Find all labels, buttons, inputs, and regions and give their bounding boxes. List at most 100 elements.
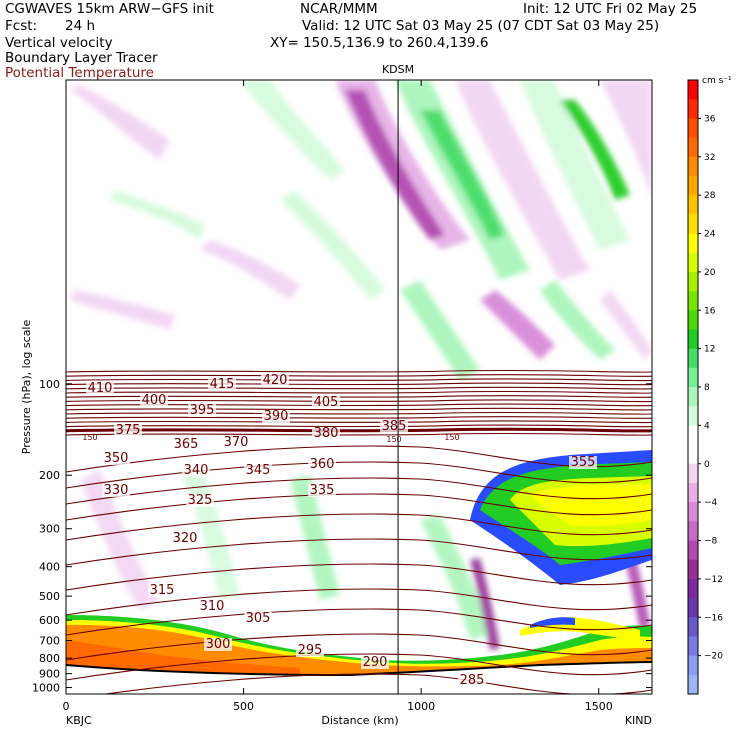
- contour-label-bg: [308, 458, 336, 471]
- contour-label-bg: [244, 464, 272, 477]
- contour-label-bg: [458, 674, 486, 687]
- theta-contour-label: 405: [314, 395, 339, 410]
- theta-contour: [66, 407, 652, 411]
- colorbar-swatch: [688, 214, 698, 234]
- contour-label-bg: [198, 600, 226, 613]
- sinking-region: [600, 80, 652, 200]
- fcst-value: 24 h: [65, 18, 96, 34]
- colorbar-swatch: [688, 598, 698, 618]
- rising-region: [280, 190, 385, 300]
- theta-contour-label: 400: [142, 393, 167, 408]
- contour-label-bg: [261, 374, 289, 387]
- rising-region: [520, 80, 630, 250]
- theta-contour-label: 295: [298, 643, 323, 658]
- sinking-region: [455, 80, 590, 280]
- theta-contour-label: 390: [264, 409, 289, 424]
- contour-label-bg: [148, 584, 176, 597]
- y-tick-label: 800: [39, 652, 60, 665]
- theta-contour: [66, 374, 652, 377]
- sinking-region: [80, 470, 160, 610]
- contour-label-bg: [86, 382, 114, 395]
- theta-contour: [66, 493, 652, 521]
- colorbar-swatch: [688, 80, 698, 100]
- theta-contour: [66, 563, 652, 591]
- y-tick-label: 500: [39, 590, 60, 603]
- colorbar-label: 4: [704, 421, 710, 431]
- theta-contour: [66, 588, 652, 616]
- contour-label-bg: [244, 612, 272, 625]
- theta-contour: [66, 432, 652, 436]
- theta-contour-label: 350: [104, 451, 129, 466]
- contour-label-bg: [102, 484, 130, 497]
- rising-region: [420, 515, 490, 640]
- theta-contour-label: 335: [310, 483, 335, 498]
- colorbar-label: −8: [704, 537, 718, 547]
- theta-contour-label: 285: [460, 673, 485, 688]
- contour-label-bg: [361, 656, 389, 669]
- rising-region: [240, 80, 345, 180]
- theta-contour: [66, 416, 652, 419]
- rising-region: [110, 190, 205, 240]
- contour-label-bg: [222, 436, 250, 449]
- x-end-station: KIND: [625, 714, 652, 727]
- theta-contour: [66, 538, 652, 566]
- fcst-label: Fcst:: [5, 18, 38, 34]
- plot-frame: [65, 79, 653, 695]
- theta-contour-label: 330: [104, 483, 129, 498]
- colorbar-swatch: [688, 578, 698, 599]
- contour-label-bg: [208, 378, 236, 391]
- theta-contour: [66, 386, 652, 390]
- contour-label-bg: [308, 484, 336, 497]
- theta-contour: [66, 427, 652, 433]
- y-tick-label: 400: [39, 561, 60, 574]
- colorbar-swatch: [688, 252, 698, 273]
- sinking-core: [345, 90, 445, 240]
- colorbar-label: 36: [704, 114, 716, 124]
- sinking-core: [470, 558, 500, 650]
- org-label: NCAR/MMM: [300, 1, 378, 17]
- rising-region: [290, 475, 340, 600]
- sinking-region: [600, 290, 652, 360]
- tracer-plume-upper: [470, 450, 652, 585]
- colorbar-swatch: [688, 482, 698, 503]
- y-tick-label: 1000: [32, 682, 60, 695]
- y-tick-label: 300: [39, 523, 60, 536]
- theta-contour-label: 385: [382, 419, 407, 434]
- theta-contour-label: 360: [310, 457, 335, 472]
- station-marker-label: KDSM: [382, 63, 414, 76]
- contour-label-bg: [262, 410, 290, 423]
- theta-contour-label: 415: [210, 377, 235, 392]
- colorbar-label: 24: [704, 230, 716, 240]
- theta-contour: [66, 390, 652, 394]
- theta-contour-label: 305: [246, 611, 271, 626]
- theta-contour: [66, 513, 652, 541]
- theta-contour: [66, 399, 652, 403]
- colorbar-label: −12: [704, 575, 723, 585]
- colorbar-swatch: [688, 118, 698, 139]
- theta-contour-label: 370: [224, 435, 249, 450]
- x-tick-label: 1000: [407, 700, 435, 713]
- theta-contour-label: 320: [173, 531, 198, 546]
- theta-contour-label: 290: [363, 655, 388, 670]
- contour-label-bg: [380, 420, 408, 433]
- colorbar-swatch: [688, 540, 698, 561]
- colorbar-swatch: [688, 310, 698, 330]
- colorbar-swatch: [688, 137, 698, 158]
- y-tick-label: 700: [39, 635, 60, 648]
- theta-contour-label: 345: [246, 463, 271, 478]
- colorbar-swatch: [688, 329, 698, 350]
- theta-contour-label: 420: [263, 373, 288, 388]
- xy-range: XY= 150.5,136.9 to 260.4,139.6: [270, 35, 489, 51]
- colorbar-label: 28: [704, 191, 716, 201]
- contour-label-bg: [312, 396, 340, 409]
- colorbar-swatch: [688, 444, 698, 465]
- colorbar-swatch: [688, 233, 698, 254]
- contour-label-bg: [569, 456, 597, 469]
- contour-label-bg: [186, 494, 214, 507]
- field-potential-temperature: Potential Temperature: [5, 65, 154, 81]
- theta-contour: [66, 403, 652, 407]
- model-title: CGWAVES 15km ARW−GFS init: [5, 1, 214, 17]
- y-tick-label: 100: [39, 378, 60, 391]
